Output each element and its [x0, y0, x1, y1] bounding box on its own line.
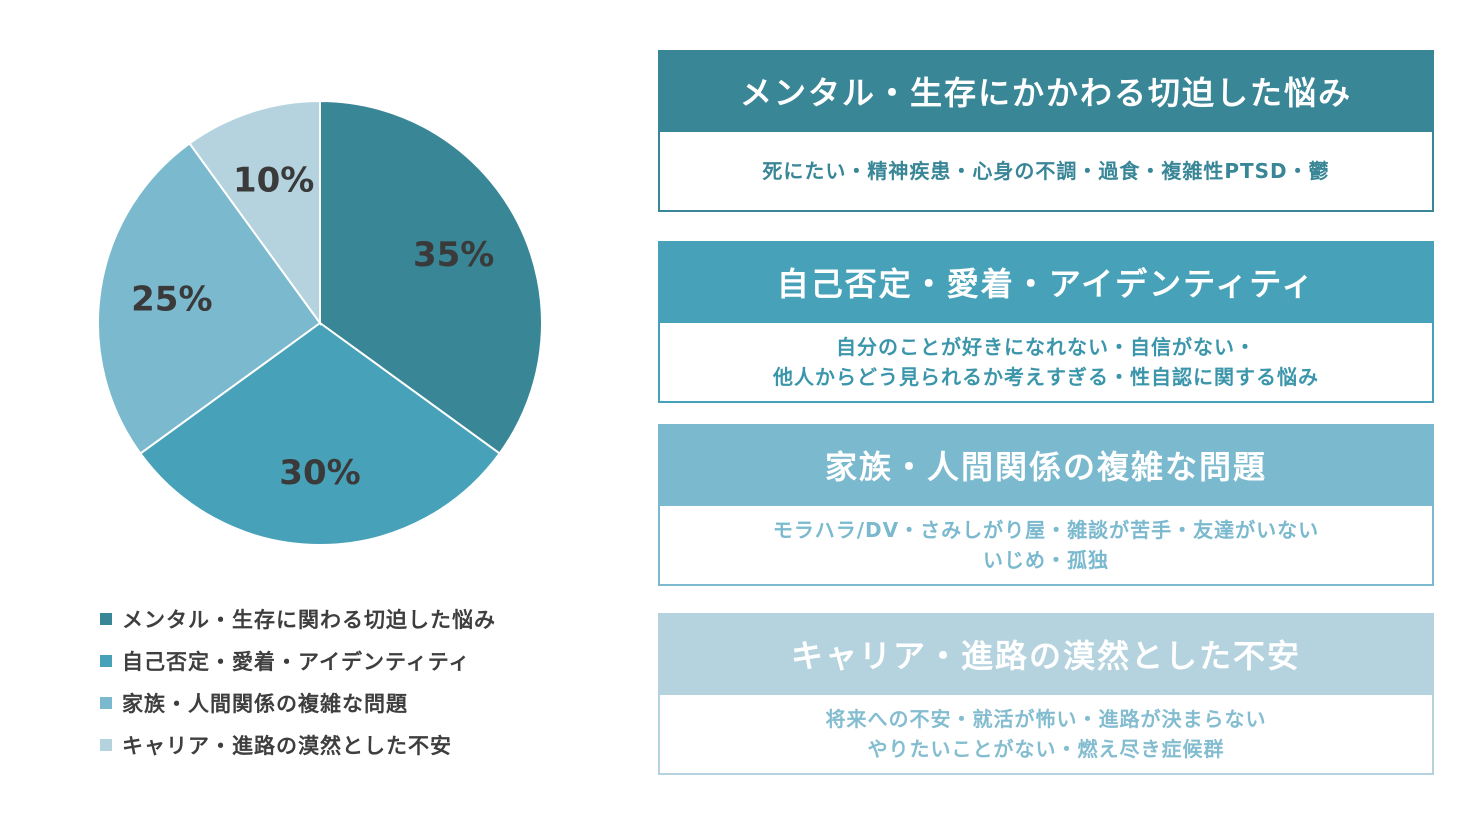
pie-chart: 35% 30% 25% 10%	[97, 99, 543, 546]
slice-label-identity: 30%	[279, 453, 360, 493]
card-description-line: モラハラ/DV・さみしがり屋・雑談が苦手・友達がいない	[772, 518, 1320, 542]
card-description-line: やりたいことがない・燃え尽き症候群	[867, 737, 1225, 761]
slice-label-family: 25%	[131, 280, 212, 320]
legend-swatch-family	[100, 697, 112, 709]
legend-swatch-career	[100, 739, 112, 751]
legend-swatch-identity	[100, 655, 112, 667]
legend-label: 家族・人間関係の複雑な問題	[122, 692, 408, 716]
card-description-line: 将来への不安・就活が怖い・進路が決まらない	[825, 707, 1267, 731]
legend-item: 自己否定・愛着・アイデンティティ	[100, 640, 496, 682]
card-title: 家族・人間関係の複雑な問題	[658, 424, 1434, 506]
legend-label: キャリア・進路の漠然とした不安	[122, 734, 452, 758]
card-description-line: 死にたい・精神疾患・心身の不調・過食・複雑性PTSD・鬱	[762, 159, 1330, 183]
pie-slice-mental	[319, 99, 543, 455]
card-title: 自己否定・愛着・アイデンティティ	[658, 241, 1434, 323]
pie-slice-family	[97, 142, 322, 455]
category-card-mental: メンタル・生存にかかわる切迫した悩み 死にたい・精神疾患・心身の不調・過食・複雑…	[658, 50, 1434, 212]
card-description-line: 他人からどう見られるか考えすぎる・性自認に関する悩み	[773, 365, 1319, 389]
card-title: キャリア・進路の漠然とした不安	[658, 613, 1434, 695]
slice-label-mental: 35%	[413, 235, 494, 275]
legend-label: 自己否定・愛着・アイデンティティ	[122, 650, 471, 674]
card-description: 死にたい・精神疾患・心身の不調・過食・複雑性PTSD・鬱	[658, 132, 1434, 212]
legend-label: メンタル・生存に関わる切迫した悩み	[122, 608, 496, 632]
chart-legend: メンタル・生存に関わる切迫した悩み 自己否定・愛着・アイデンティティ 家族・人間…	[100, 598, 496, 766]
pie-slice-identity	[139, 321, 501, 546]
card-title: メンタル・生存にかかわる切迫した悩み	[658, 50, 1434, 132]
legend-item: メンタル・生存に関わる切迫した悩み	[100, 598, 496, 640]
legend-item: キャリア・進路の漠然とした不安	[100, 724, 496, 766]
card-description-line: 自分のことが好きになれない・自信がない・	[836, 335, 1256, 359]
card-description-line: いじめ・孤独	[983, 548, 1109, 572]
slice-label-career: 10%	[233, 160, 314, 200]
card-description: 自分のことが好きになれない・自信がない・ 他人からどう見られるか考えすぎる・性自…	[658, 323, 1434, 403]
category-card-identity: 自己否定・愛着・アイデンティティ 自分のことが好きになれない・自信がない・ 他人…	[658, 241, 1434, 403]
card-description: 将来への不安・就活が怖い・進路が決まらない やりたいことがない・燃え尽き症候群	[658, 695, 1434, 775]
category-card-career: キャリア・進路の漠然とした不安 将来への不安・就活が怖い・進路が決まらない やり…	[658, 613, 1434, 775]
category-card-family: 家族・人間関係の複雑な問題 モラハラ/DV・さみしがり屋・雑談が苦手・友達がいな…	[658, 424, 1434, 586]
card-description: モラハラ/DV・さみしがり屋・雑談が苦手・友達がいない いじめ・孤独	[658, 506, 1434, 586]
legend-swatch-mental	[100, 613, 112, 625]
legend-item: 家族・人間関係の複雑な問題	[100, 682, 496, 724]
pie-slice-career	[188, 99, 321, 327]
